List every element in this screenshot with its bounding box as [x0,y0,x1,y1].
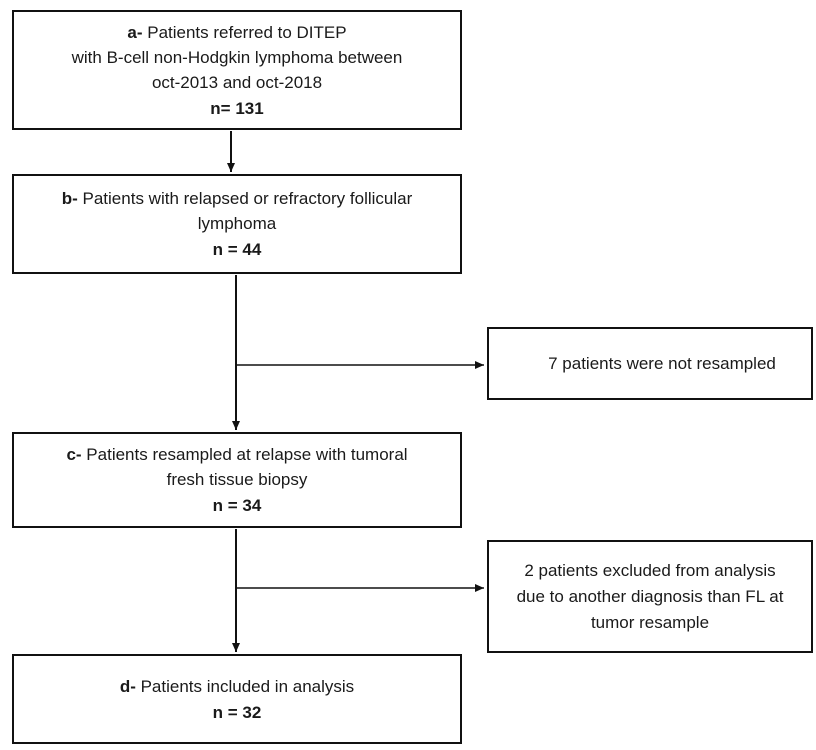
box-b-count: n = 44 [212,240,262,259]
flow-box-not-resampled: 7 patients were not resampled [487,327,813,400]
box-b-tag: b- [61,189,78,208]
flow-box-relapsed: b- Patients with relapsed or refractory … [12,174,462,274]
box-c-line-1: c- Patients resampled at relapse with tu… [66,442,407,467]
flow-box-included: d- Patients included in analysis n = 32 [12,654,462,744]
box-c-text-2: fresh tissue biopsy [166,470,308,489]
box-c-text-1: Patients resampled at relapse with tumor… [86,445,408,464]
box-d-tag: d- [119,676,136,696]
box-b-text-1: Patients with relapsed or refractory fol… [82,189,413,208]
box-c-tag: c- [66,445,82,464]
flow-box-excluded: 2 patients excluded from analysis due to… [487,540,813,653]
box-a-text-1: Patients referred to DITEP [147,22,347,42]
flow-box-referred: a- Patients referred to DITEP with B-cel… [12,10,462,130]
box-b-text-2: lymphoma [197,214,277,233]
box-f-text-1: 2 patients excluded from analysis [524,560,776,580]
box-a-text-3: oct-2013 and oct-2018 [151,72,323,92]
box-a-count: n= 131 [210,98,264,118]
box-e-text-1: 7 patients were not resampled [548,354,776,373]
box-d-count: n = 32 [212,702,262,722]
box-f-text-2: due to another diagnosis than FL at [516,586,784,606]
box-d-text-1: Patients included in analysis [140,676,355,696]
box-a-text-2: with B-cell non-Hodgkin lymphoma between [71,47,403,67]
box-c-count: n = 34 [212,496,262,515]
box-f-text-3: tumor resample [590,612,710,632]
flow-box-resampled: c- Patients resampled at relapse with tu… [12,432,462,528]
box-a-line-1: a- Patients referred to DITEP [127,20,346,45]
box-a-tag: a- [127,22,143,42]
box-d-line-1: d- Patients included in analysis [120,674,354,699]
box-b-line-1: b- Patients with relapsed or refractory … [62,186,413,211]
